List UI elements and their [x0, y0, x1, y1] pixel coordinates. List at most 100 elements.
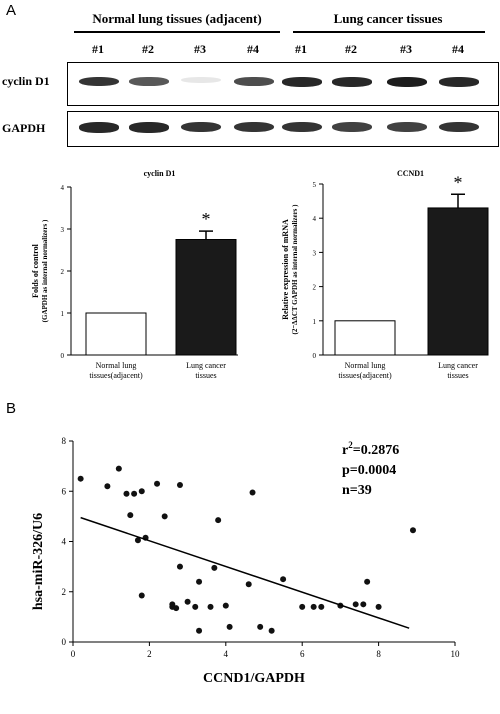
data-point	[77, 475, 84, 482]
stat-p: p=0.0004	[342, 463, 396, 478]
data-point	[245, 581, 252, 588]
x-axis-label: CCND1/GAPDH	[203, 671, 305, 686]
data-point	[127, 512, 134, 519]
chart-title: CCND1	[397, 169, 424, 178]
y-axis-label: Relative expression of mRNA	[281, 219, 290, 320]
data-point	[192, 603, 199, 610]
y-tick-label: 2	[62, 587, 67, 597]
data-point	[138, 488, 145, 495]
x-category-label: tissues	[447, 371, 468, 380]
data-point	[184, 598, 191, 605]
y-tick-label: 4	[61, 184, 65, 192]
y-tick-label: 1	[313, 318, 317, 326]
blot-band	[387, 122, 427, 133]
lane-label: #3	[194, 42, 206, 56]
significance-mark: *	[202, 209, 211, 229]
y-tick-label: 6	[62, 486, 67, 496]
data-point	[115, 465, 122, 472]
x-category-label: Lung cancer	[186, 361, 226, 370]
x-tick-label: 4	[224, 649, 229, 659]
data-point	[176, 563, 183, 570]
y-tick-label: 3	[313, 249, 317, 257]
group-line-normal	[74, 31, 280, 33]
stat-n: n=39	[342, 483, 372, 498]
y-tick-label: 4	[62, 537, 67, 547]
significance-mark: *	[454, 172, 463, 192]
y-tick-label: 1	[61, 310, 65, 318]
y-tick-label: 3	[61, 226, 65, 234]
data-point	[310, 603, 317, 610]
blot-strip-gapdh	[67, 111, 499, 147]
data-point	[104, 483, 111, 490]
data-point	[196, 627, 203, 634]
blot-band	[439, 77, 479, 87]
data-point	[352, 601, 359, 608]
x-tick-label: 6	[300, 649, 305, 659]
y-tick-label: 8	[62, 436, 67, 446]
data-point	[173, 605, 180, 612]
data-point	[161, 513, 168, 520]
data-point	[318, 603, 325, 610]
lane-label: #1	[295, 42, 307, 56]
scatter-chart: 0 2 4 6 8 10 0 2 4 6 8 CCND1/GAPDH hsa-miR-326/U6 r2=…	[31, 436, 461, 686]
x-tick-label: 2	[147, 649, 152, 659]
x-tick-label: 8	[376, 649, 381, 659]
panel-b-label: B	[6, 400, 17, 417]
blot-band	[234, 77, 274, 86]
lane-label: #2	[142, 42, 154, 56]
data-point	[211, 564, 218, 571]
lane-label: #3	[400, 42, 412, 56]
blot-band	[282, 122, 322, 133]
data-point	[226, 623, 233, 630]
x-tick-label: 0	[71, 649, 76, 659]
data-point	[196, 578, 203, 585]
y-axis-label: Folds of control	[31, 243, 40, 297]
data-point	[268, 627, 275, 634]
lane-label: #2	[345, 42, 357, 56]
bar	[85, 312, 147, 356]
y-axis-label: hsa-miR-326/U6	[31, 513, 46, 610]
group-label-cancer: Lung cancer tissues	[333, 11, 443, 26]
blot-band	[129, 122, 169, 133]
blot-band	[234, 122, 274, 133]
blot-band	[181, 77, 221, 84]
data-point	[215, 517, 222, 524]
x-tick-label: 10	[451, 649, 461, 659]
bar-chart-ccnd1: CCND1 0 1 2 3 4 5 Relative expression of mRNA (2…	[281, 169, 489, 380]
lane-label: #1	[92, 42, 104, 56]
y-tick-label: 4	[313, 215, 317, 223]
y-tick-label: 0	[313, 352, 317, 360]
row-label-gapdh: GAPDH	[2, 121, 46, 135]
data-point	[249, 489, 256, 496]
data-point	[280, 576, 287, 583]
bar	[175, 239, 237, 356]
y-tick-label: 2	[313, 284, 317, 292]
data-point	[222, 602, 229, 609]
data-point	[375, 603, 382, 610]
chart-title: cyclin D1	[144, 169, 176, 178]
data-point	[131, 490, 138, 497]
y-tick-label: 0	[62, 637, 67, 647]
y-tick-label: 5	[313, 181, 317, 189]
data-point	[207, 603, 214, 610]
panel-a-label: A	[6, 2, 17, 19]
blot-band	[129, 77, 169, 86]
y-tick-label: 2	[61, 268, 65, 276]
x-category-label: Normal lung	[96, 361, 137, 370]
y-axis-label-2: (GAPDH as internal normalizers )	[41, 219, 49, 322]
data-point	[257, 623, 264, 630]
y-axis-label-2: (2⁻ΔΔCT GAPDH as internal normalizers )	[291, 204, 299, 335]
blot-band	[387, 77, 427, 87]
group-label-normal: Normal lung tissues (adjacent)	[92, 11, 262, 26]
bar	[427, 207, 489, 356]
blot-band	[439, 122, 479, 133]
x-category-label: tissues(adjacent)	[338, 371, 392, 380]
data-point	[364, 578, 371, 585]
blot-band	[181, 122, 221, 133]
blot-band	[332, 77, 372, 87]
blot-band	[332, 122, 372, 133]
blot-band	[282, 77, 322, 87]
lane-label: #4	[452, 42, 464, 56]
data-point	[360, 601, 367, 608]
x-category-label: tissues(adjacent)	[89, 371, 143, 380]
